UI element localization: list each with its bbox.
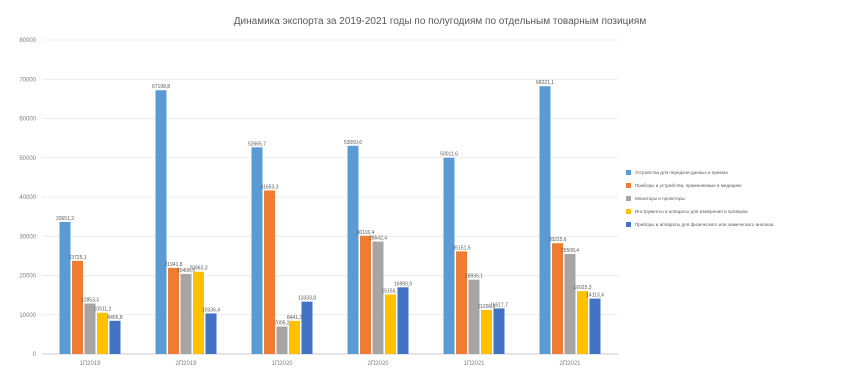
legend-label: Инструменты и аппараты для измерения и п… [635, 209, 748, 214]
data-label: 10336,4 [202, 307, 220, 313]
bar [385, 294, 396, 354]
bar [539, 86, 551, 355]
data-label: 8441,3 [287, 315, 303, 321]
data-label: 10511,2 [94, 307, 112, 313]
data-label: 33651,2 [56, 216, 74, 222]
bar [564, 253, 576, 354]
bar [577, 291, 588, 354]
legend-label: Устройства для передачи данных и приема [635, 170, 728, 175]
legend-swatch [626, 222, 631, 227]
bar [481, 310, 492, 354]
y-tick-label: 70000 [19, 77, 36, 83]
bar [468, 279, 480, 354]
y-tick-label: 80000 [19, 38, 36, 44]
data-label: 16990,9 [394, 281, 412, 287]
bar [443, 157, 455, 354]
legend-label: Мониторы и проекторы [635, 196, 685, 201]
bar [493, 308, 505, 354]
y-tick-label: 40000 [19, 195, 36, 201]
bar [168, 267, 179, 354]
y-tick-label: 50000 [19, 156, 36, 162]
y-tick-label: 60000 [19, 117, 36, 123]
y-tick-label: 20000 [19, 274, 36, 280]
data-label: 52665,7 [248, 141, 266, 147]
data-label: 12853,3 [81, 298, 99, 304]
data-label: 7005,2 [274, 321, 290, 327]
legend-label: Приборы и устройства, применяемые в меди… [635, 183, 742, 188]
data-label: 16025,3 [573, 285, 591, 291]
legend-item: Мониторы и проекторы [626, 192, 861, 205]
data-label: 28642,4 [369, 236, 387, 242]
x-tick-label: 1П2019 [80, 361, 102, 367]
y-tick-label: 30000 [19, 234, 36, 240]
legend-label: Приборы и аппараты для физического или х… [635, 222, 774, 227]
legend-item: Инструменты и аппараты для измерения и п… [626, 205, 861, 218]
data-label: 26151,5 [452, 245, 470, 251]
data-label: 13333,8 [298, 296, 316, 302]
data-label: 41653,3 [260, 185, 278, 191]
bar [264, 190, 275, 354]
data-label: 15156,7 [381, 289, 399, 295]
bar [59, 221, 71, 354]
bar [289, 320, 300, 354]
bar [347, 145, 359, 354]
data-label: 28225,6 [548, 237, 566, 243]
data-label: 14113,4 [586, 293, 604, 299]
bar [109, 320, 121, 354]
data-label: 11617,7 [490, 302, 508, 308]
legend-item: Приборы и устройства, применяемые в меди… [626, 179, 861, 192]
bar [180, 273, 192, 354]
x-tick-label: 2П2019 [176, 361, 198, 367]
legend-swatch [626, 170, 631, 175]
chart-title: Динамика экспорта за 2019-2021 годы по п… [233, 16, 647, 27]
data-label: 23725,1 [68, 255, 86, 261]
x-tick-label: 1П2020 [272, 361, 294, 367]
y-tick-label: 0 [33, 352, 37, 358]
data-label: 30116,4 [357, 230, 375, 236]
data-label: 67198,8 [152, 84, 170, 90]
data-label: 68221,1 [536, 80, 554, 86]
bar [84, 303, 96, 354]
legend-swatch [626, 209, 631, 214]
x-tick-label: 2П2021 [560, 361, 582, 367]
data-label: 8455,8 [107, 315, 123, 321]
x-tick-label: 1П2021 [464, 361, 486, 367]
x-tick-label: 2П2020 [368, 361, 390, 367]
legend-item: Устройства для передачи данных и приема [626, 166, 861, 179]
data-label: 11206,5 [478, 304, 496, 310]
data-label: 50011,6 [440, 152, 458, 158]
data-label: 20406,5 [177, 268, 195, 274]
bar [205, 313, 217, 354]
bar [301, 301, 313, 354]
chart-legend: Устройства для передачи данных и приема П… [626, 166, 861, 231]
legend-swatch [626, 196, 631, 201]
bar [397, 287, 409, 354]
data-label: 53050,6 [344, 140, 362, 146]
bar [589, 298, 601, 354]
legend-swatch [626, 183, 631, 188]
data-label: 21941,8 [164, 262, 182, 268]
bar [251, 147, 263, 354]
bar [456, 251, 467, 354]
bar [372, 241, 384, 354]
y-tick-label: 10000 [19, 313, 36, 319]
data-label: 25508,4 [561, 248, 579, 254]
bar [193, 271, 204, 354]
data-label: 18936,1 [465, 274, 483, 280]
bar [276, 326, 288, 354]
bar [72, 260, 83, 354]
bar [360, 235, 371, 354]
data-label: 20963,3 [189, 266, 207, 272]
bar [97, 312, 108, 354]
bar [155, 90, 167, 354]
legend-item: Приборы и аппараты для физического или х… [626, 218, 861, 231]
bar [552, 243, 563, 354]
